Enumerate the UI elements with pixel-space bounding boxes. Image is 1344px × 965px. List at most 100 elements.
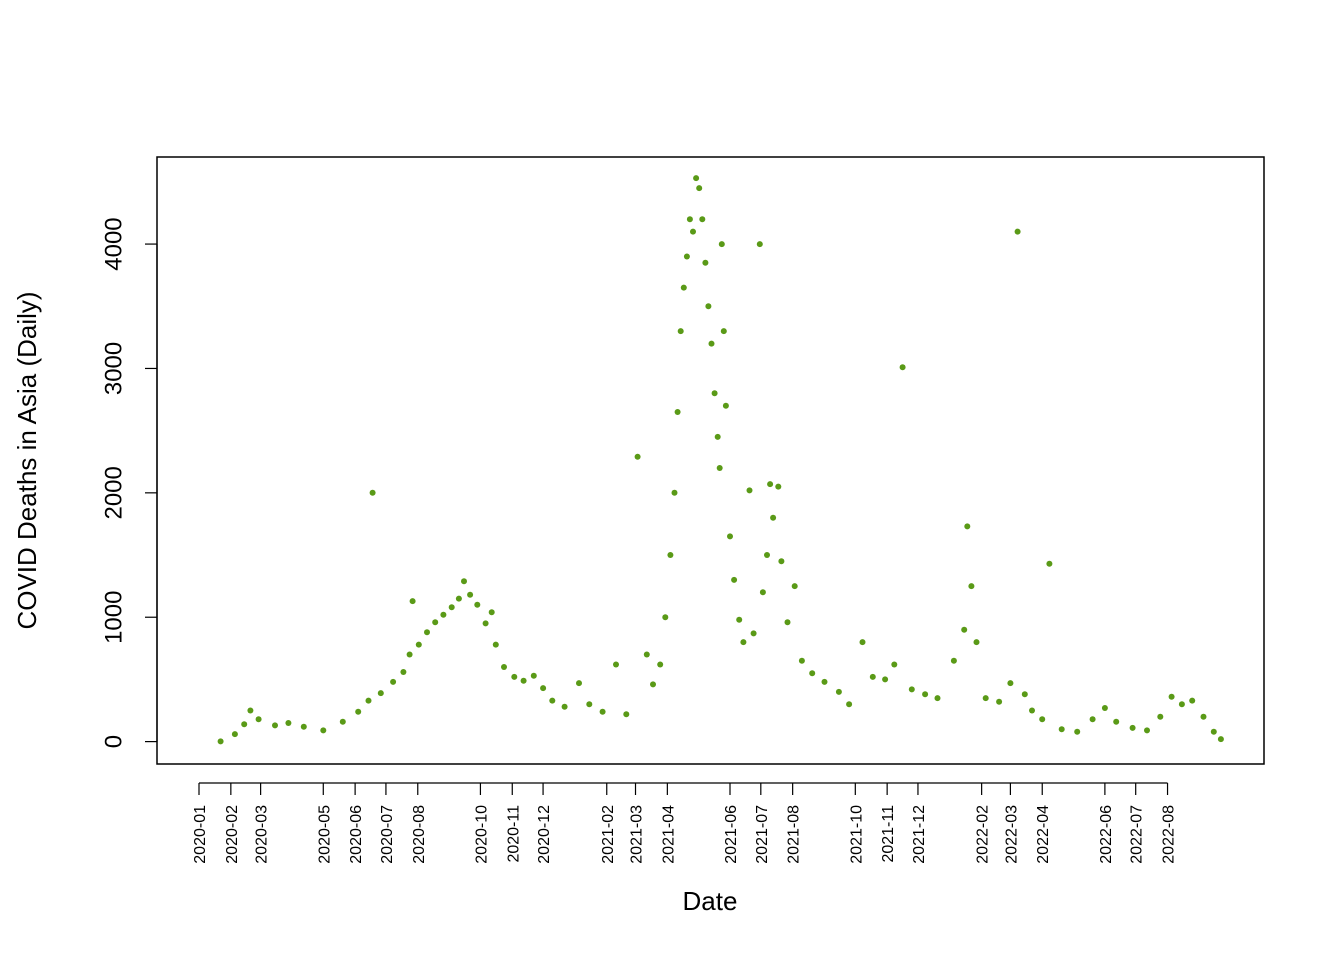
x-axis-title: Date xyxy=(683,886,738,916)
y-tick-label: 4000 xyxy=(100,217,127,270)
x-tick-label: 2020-10 xyxy=(473,805,490,864)
x-tick-label: 2021-10 xyxy=(848,805,865,864)
data-point xyxy=(365,697,372,704)
data-point xyxy=(996,698,1003,705)
data-point xyxy=(1217,736,1224,743)
x-tick-label: 2021-12 xyxy=(911,805,928,864)
data-point xyxy=(784,619,791,626)
data-point xyxy=(561,703,568,710)
data-point xyxy=(520,677,527,684)
data-point xyxy=(798,657,805,664)
data-point xyxy=(671,489,678,496)
data-point xyxy=(961,626,968,633)
x-tick-label: 2022-08 xyxy=(1161,805,1178,864)
data-point xyxy=(759,589,766,596)
data-point xyxy=(409,598,416,605)
data-point xyxy=(711,390,718,397)
data-point xyxy=(750,630,757,637)
data-point xyxy=(623,711,630,718)
data-point xyxy=(740,639,747,646)
data-point xyxy=(285,720,292,726)
data-point xyxy=(973,639,980,646)
data-point xyxy=(699,216,706,223)
data-point xyxy=(530,672,537,679)
data-point xyxy=(1029,707,1035,714)
data-point xyxy=(922,691,929,698)
data-point xyxy=(680,284,687,291)
data-point xyxy=(968,583,975,590)
data-point xyxy=(455,595,462,602)
data-point xyxy=(540,685,547,692)
data-point xyxy=(247,707,254,714)
data-point xyxy=(1113,718,1120,725)
data-point xyxy=(467,591,474,598)
data-point xyxy=(1074,728,1081,735)
data-point xyxy=(474,601,481,608)
data-point xyxy=(702,259,709,266)
data-point xyxy=(1101,705,1108,711)
data-point xyxy=(705,303,712,310)
data-point xyxy=(231,731,238,738)
data-point xyxy=(934,695,941,702)
data-point xyxy=(1058,726,1065,733)
data-point xyxy=(1168,693,1175,700)
data-point xyxy=(1039,716,1046,723)
data-point xyxy=(696,185,703,192)
y-axis: 0 1000 2000 3000 4000 xyxy=(100,217,158,748)
data-point xyxy=(1046,560,1053,567)
data-point xyxy=(674,409,681,415)
x-tick-label: 2020-03 xyxy=(254,805,271,864)
data-point xyxy=(731,576,738,583)
data-point xyxy=(718,241,725,248)
data-point xyxy=(869,673,876,680)
data-point xyxy=(756,241,763,248)
data-point xyxy=(586,701,593,708)
data-point xyxy=(300,723,307,730)
data-point xyxy=(643,651,650,658)
x-tick-label: 2021-06 xyxy=(723,805,740,864)
data-point xyxy=(683,253,690,260)
data-point xyxy=(809,670,816,677)
data-point xyxy=(835,688,842,695)
x-tick-label: 2022-04 xyxy=(1035,805,1052,864)
x-tick-label: 2021-02 xyxy=(600,805,617,864)
data-point xyxy=(369,489,376,496)
y-tick-label: 1000 xyxy=(100,591,127,644)
data-point xyxy=(964,523,971,530)
data-point xyxy=(432,619,439,626)
x-tick-label: 2022-07 xyxy=(1129,805,1146,864)
data-point xyxy=(746,487,753,494)
data-point xyxy=(716,465,723,471)
data-point xyxy=(424,629,430,636)
x-tick-label: 2021-08 xyxy=(786,805,803,864)
data-point xyxy=(708,340,715,347)
data-point xyxy=(677,328,684,335)
y-tick-label: 2000 xyxy=(100,466,127,519)
y-axis-title: COVID Deaths in Asia (Daily) xyxy=(12,291,42,629)
data-point xyxy=(440,611,447,618)
x-tick-label: 2022-06 xyxy=(1098,805,1115,864)
data-point xyxy=(764,552,770,558)
x-tick-label: 2020-06 xyxy=(348,805,365,864)
data-point xyxy=(821,678,828,685)
data-point xyxy=(778,558,785,565)
data-point xyxy=(406,651,413,658)
data-point xyxy=(722,402,729,409)
data-point xyxy=(882,676,889,683)
data-point xyxy=(1089,716,1096,723)
x-tick-label: 2020-02 xyxy=(224,805,241,864)
y-tick-label: 3000 xyxy=(100,342,127,395)
x-tick-label: 2020-05 xyxy=(316,805,333,864)
data-point xyxy=(690,228,696,235)
data-point xyxy=(255,716,262,723)
plot-frame xyxy=(156,156,1265,765)
x-tick-label: 2021-04 xyxy=(660,805,677,864)
data-point xyxy=(736,616,743,623)
data-point xyxy=(693,175,700,182)
data-point xyxy=(982,695,989,702)
data-points xyxy=(217,175,1224,745)
data-point xyxy=(1129,724,1136,731)
data-point xyxy=(667,552,674,558)
data-point xyxy=(1189,697,1196,704)
